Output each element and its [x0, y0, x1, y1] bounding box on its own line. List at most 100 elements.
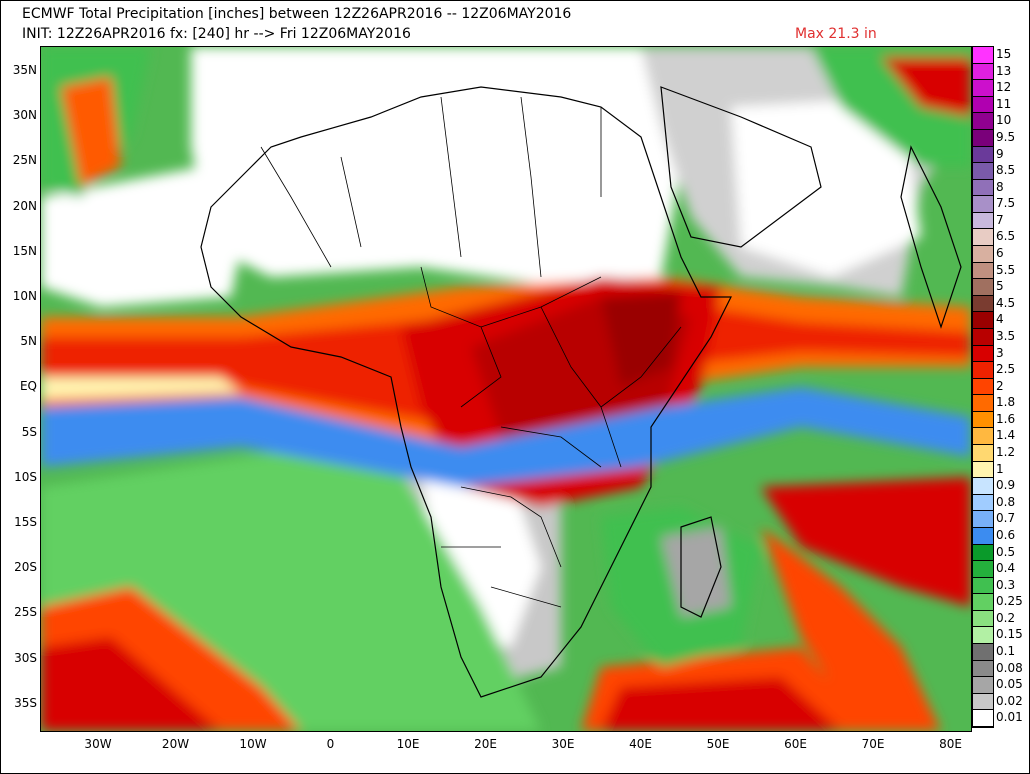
legend-label: 1.4	[996, 428, 1016, 443]
lon-label: 60E	[784, 737, 807, 751]
legend-swatch	[973, 428, 993, 446]
legend-label: 6.5	[996, 229, 1016, 244]
legend-label: 9.5	[996, 129, 1016, 144]
legend-label: 0.01	[996, 710, 1023, 725]
legend-label: 1	[996, 461, 1004, 476]
legend-swatch	[973, 693, 993, 711]
legend-swatch	[973, 577, 993, 595]
legend-label: 2	[996, 378, 1004, 393]
legend-swatch	[973, 411, 993, 429]
legend-label: 15	[996, 47, 1012, 61]
lon-label: 80E	[939, 737, 962, 751]
lon-label: 10E	[396, 737, 420, 751]
legend-label: 13	[996, 63, 1012, 78]
lon-label: 30W	[84, 737, 112, 751]
legend-swatch	[973, 445, 993, 462]
lon-label: 0	[326, 737, 335, 751]
legend-label: 5	[996, 279, 1004, 294]
legend-swatch	[973, 660, 993, 678]
legend-swatch	[973, 644, 993, 661]
legend-label: 2.5	[996, 362, 1016, 377]
legend-swatch	[973, 627, 993, 645]
legend-swatch	[973, 527, 993, 545]
legend-label: 3	[996, 345, 1004, 360]
legend-label: 0.3	[996, 577, 1016, 592]
legend-swatch	[973, 312, 993, 329]
legend-label: 0.15	[996, 627, 1023, 642]
lon-label: 20W	[161, 737, 190, 751]
legend-swatch	[973, 478, 993, 495]
map-title: ECMWF Total Precipitation [inches] betwe…	[22, 6, 572, 22]
legend-swatch	[973, 544, 993, 562]
lon-label: 40E	[629, 737, 652, 751]
lat-label: 10N	[12, 289, 37, 303]
lat-label: 5N	[20, 334, 37, 349]
map-canvas	[41, 47, 971, 731]
legend-swatch	[973, 179, 993, 197]
coastlines	[200, 86, 962, 698]
legend-label: 0.9	[996, 478, 1016, 493]
legend-swatch	[973, 113, 993, 130]
lat-label: 30S	[14, 650, 37, 665]
legend-swatch	[973, 594, 993, 611]
africa-coastline	[200, 86, 732, 698]
lat-label: 30N	[12, 108, 37, 123]
lat-label: EQ	[19, 379, 37, 394]
legend-swatch	[973, 710, 993, 727]
precipitation-map	[40, 46, 972, 732]
lon-label: 70E	[861, 737, 885, 751]
legend-label: 7.5	[996, 196, 1016, 211]
legend-label: 4.5	[996, 295, 1016, 310]
legend-label: 10	[996, 113, 1012, 128]
legend-swatch	[973, 262, 993, 280]
lon-label: 20E	[474, 737, 497, 751]
legend-swatch	[973, 279, 993, 296]
dry-region-sahara	[191, 47, 681, 287]
init-time-label: INIT: 12Z26APR2016 fx: [240] hr --> Fri …	[22, 26, 411, 42]
legend-label: 5.5	[996, 262, 1016, 277]
lat-label: 25S	[14, 605, 37, 620]
lat-label: 5S	[21, 424, 37, 439]
legend-swatch	[973, 47, 993, 64]
legend-swatch	[973, 561, 993, 578]
madagascar-coastline	[680, 516, 722, 618]
borders	[260, 96, 682, 608]
legend-swatch	[973, 328, 993, 346]
lat-label: 20S	[14, 560, 37, 575]
lat-label: 25N	[12, 153, 37, 168]
legend-swatch	[973, 362, 993, 379]
lat-label: 15S	[14, 515, 37, 529]
legend-swatch	[973, 395, 993, 412]
legend-label: 0.25	[996, 594, 1023, 609]
legend-label: 4	[996, 312, 1004, 327]
india-coastline	[900, 145, 962, 329]
legend-label: 0.6	[996, 527, 1016, 542]
legend-swatch	[973, 461, 993, 479]
legend-swatch	[973, 345, 993, 363]
legend-swatch	[973, 96, 993, 114]
legend-swatch	[973, 80, 993, 97]
legend-swatch	[973, 378, 993, 396]
legend-label: 1.6	[996, 411, 1016, 426]
legend-label: 0.1	[996, 644, 1016, 659]
legend-label: 8.5	[996, 163, 1016, 178]
legend-swatch	[973, 229, 993, 247]
lat-label: 35S	[14, 695, 37, 710]
legend-label: 9	[996, 146, 1004, 161]
precip-fields	[41, 47, 971, 731]
legend-label: 6	[996, 246, 1004, 261]
legend-label: 0.5	[996, 544, 1016, 559]
legend-swatch	[973, 610, 993, 628]
legend-label: 12	[996, 80, 1012, 95]
legend-label: 1.2	[996, 445, 1016, 460]
lat-label: 20N	[12, 198, 37, 213]
legend-swatch	[973, 677, 993, 694]
legend-swatch	[973, 511, 993, 528]
legend-label: 0.2	[996, 610, 1016, 625]
legend-label: 11	[996, 96, 1012, 111]
color-legend	[972, 46, 994, 728]
legend-label: 0.05	[996, 677, 1023, 692]
lat-label: 15N	[12, 243, 37, 258]
legend-label: 7	[996, 212, 1004, 227]
legend-swatch	[973, 63, 993, 81]
